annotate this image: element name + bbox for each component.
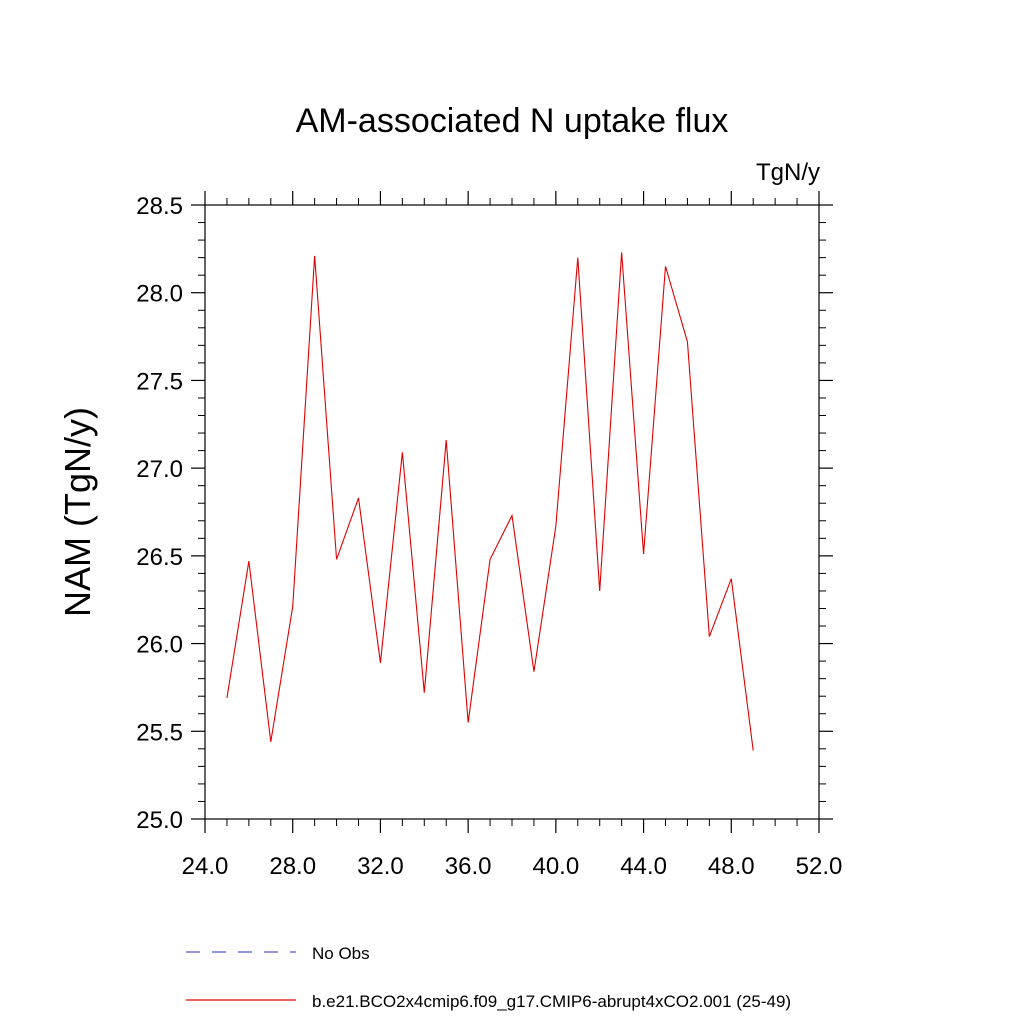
y-tick-label: 26.0 (136, 632, 183, 659)
y-tick-label: 27.5 (136, 368, 183, 395)
y-tick-label: 28.0 (136, 281, 183, 308)
y-tick-label: 28.5 (136, 193, 183, 220)
legend-label-series: b.e21.BCO2x4cmip6.f09_g17.CMIP6-abrupt4x… (312, 992, 791, 1011)
legend: No Obs b.e21.BCO2x4cmip6.f09_g17.CMIP6-a… (186, 944, 791, 1011)
x-tick-label: 44.0 (620, 853, 667, 880)
x-tick-label: 52.0 (796, 853, 843, 880)
series-line (226, 252, 754, 751)
plot-frame (204, 204, 820, 820)
y-axis-label: NAM (TgN/y) (57, 407, 98, 617)
units-label: TgN/y (756, 159, 820, 186)
y-tick-label: 27.0 (136, 456, 183, 483)
x-tick-label: 32.0 (357, 853, 404, 880)
series-group (226, 252, 754, 751)
y-tick-label: 25.5 (136, 719, 183, 746)
y-tick-label: 25.0 (136, 807, 183, 834)
x-tick-label: 48.0 (708, 853, 755, 880)
chart-title: AM-associated N uptake flux (296, 102, 729, 140)
x-tick-label: 36.0 (445, 853, 492, 880)
x-tick-label: 28.0 (269, 853, 316, 880)
y-tick-label: 26.5 (136, 544, 183, 571)
x-tick-label: 40.0 (532, 853, 579, 880)
legend-label-no-obs: No Obs (312, 944, 370, 963)
axis-tick-labels: 24.0 28.0 32.0 36.0 40.0 44.0 48.0 52.0 25.0 25.5… (136, 193, 842, 880)
x-tick-label: 24.0 (182, 853, 229, 880)
axis-ticks (191, 191, 833, 833)
